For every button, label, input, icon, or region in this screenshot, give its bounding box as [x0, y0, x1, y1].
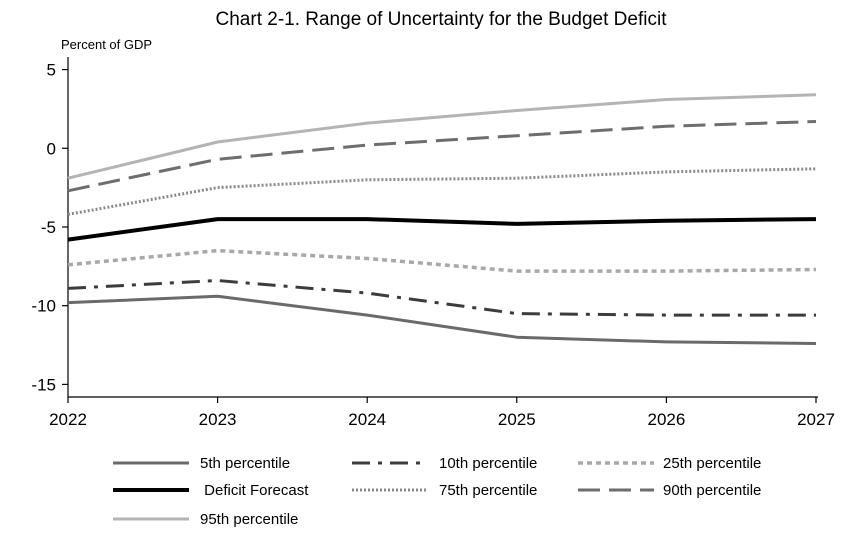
series-line-25th-percentile [67, 248, 817, 273]
series-line-75th-percentile [67, 167, 817, 216]
y-axis-label: Percent of GDP [61, 37, 152, 52]
y-tick-label: -15 [31, 375, 56, 394]
legend-label: Deficit Forecast [200, 482, 309, 499]
legend-label: 90th percentile [663, 482, 761, 499]
legend-label: 75th percentile [439, 482, 537, 499]
legend-label: 10th percentile [439, 455, 537, 472]
x-tick-label: 2025 [498, 410, 536, 429]
legend: 5th percentile 10th percentile 25th percen… [113, 455, 761, 528]
y-tick-label: 0 [47, 139, 56, 158]
y-tick-label: 5 [47, 61, 56, 80]
series-line-deficit-forecast [67, 217, 817, 242]
series-group [67, 93, 817, 345]
series-line-10th-percentile [67, 279, 816, 317]
axes: 5 0 -5 -10 -15 2022 2023 2024 2025 2026 2027 [31, 57, 835, 429]
legend-label: 5th percentile [200, 455, 290, 472]
series-line-5th-percentile [67, 294, 817, 345]
x-tick-label: 2027 [797, 410, 835, 429]
y-tick-label: -5 [41, 218, 56, 237]
series-line-95th-percentile [67, 93, 817, 180]
chart-title: Chart 2-1. Range of Uncertainty for the … [216, 9, 668, 30]
legend-label: 95th percentile [200, 511, 298, 528]
series-line-90th-percentile [67, 120, 817, 193]
x-tick-label: 2026 [647, 410, 685, 429]
legend-label: 25th percentile [663, 455, 761, 472]
x-tick-label: 2023 [199, 410, 237, 429]
y-tick-label: -10 [31, 297, 56, 316]
x-tick-label: 2024 [348, 410, 386, 429]
x-tick-label: 2022 [49, 410, 87, 429]
